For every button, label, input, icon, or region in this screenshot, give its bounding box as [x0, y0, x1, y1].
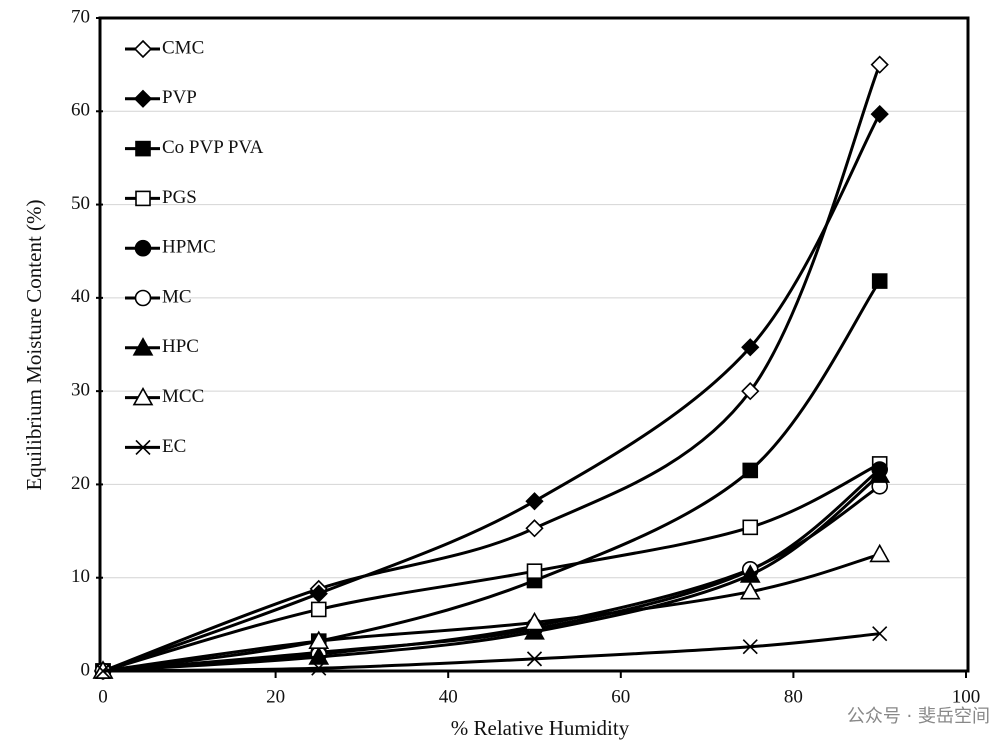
data-point: [311, 660, 327, 676]
x-tick-label: 60: [611, 686, 630, 707]
legend-label: HPMC: [162, 237, 216, 258]
data-point: [739, 581, 761, 600]
x-tick-label: 0: [98, 686, 108, 707]
data-point: [741, 382, 760, 401]
data-point: [309, 584, 328, 603]
data-point: [308, 630, 330, 649]
data-point: [870, 55, 889, 74]
y-axis-title: Equilibrium Moisture Content (%): [22, 199, 46, 490]
y-tick-label: 60: [71, 100, 90, 121]
series-line: [102, 473, 881, 673]
legend-marker: [134, 239, 152, 257]
legend-label: MCC: [162, 386, 204, 407]
legend-marker: [133, 39, 153, 59]
data-point: [742, 519, 759, 536]
y-tick-label: 70: [71, 6, 90, 27]
data-point: [742, 639, 758, 655]
series-line: [102, 632, 880, 673]
legend-label: PVP: [162, 87, 197, 108]
data-point: [524, 611, 545, 631]
series-line: [102, 468, 881, 673]
legend-label: PGS: [162, 187, 197, 208]
legend-marker: [133, 89, 153, 108]
x-tick-label: 100: [952, 686, 981, 707]
data-point: [526, 563, 543, 579]
series-line: [102, 552, 881, 673]
legend-label: MC: [162, 286, 192, 307]
legend-marker: [135, 439, 151, 455]
legend-label: EC: [162, 436, 186, 457]
y-tick-label: 50: [71, 193, 90, 214]
data-point: [871, 273, 888, 289]
legend-marker: [132, 386, 154, 406]
data-point: [526, 651, 543, 667]
data-point: [742, 462, 759, 479]
data-point: [870, 104, 889, 124]
legend-marker: [132, 337, 154, 356]
data-point: [308, 646, 330, 665]
legend-label: HPC: [162, 336, 199, 357]
data-point: [869, 543, 891, 563]
data-point: [741, 338, 760, 357]
data-point: [310, 601, 327, 618]
legend-marker: [135, 140, 151, 157]
y-tick-label: 10: [71, 566, 90, 587]
data-point: [95, 663, 111, 679]
legend-marker: [135, 190, 151, 207]
legend-label: CMC: [162, 37, 204, 58]
x-tick-label: 40: [439, 686, 458, 707]
data-point: [525, 492, 544, 511]
series-line: [102, 280, 881, 673]
y-tick-label: 40: [71, 286, 90, 307]
y-tick-label: 30: [71, 380, 90, 401]
legend-marker: [134, 289, 152, 307]
legend-label: Co PVP PVA: [162, 137, 264, 158]
data-point: [872, 626, 888, 642]
x-tick-label: 20: [266, 686, 285, 707]
x-axis-title: % Relative Humidity: [451, 716, 630, 740]
series-line: [102, 64, 882, 673]
plot-frame: [98, 16, 970, 673]
y-tick-label: 20: [71, 473, 90, 494]
x-tick-label: 80: [784, 686, 803, 707]
data-point: [524, 621, 545, 640]
data-point: [869, 464, 891, 483]
data-point: [525, 519, 544, 538]
y-tick-label: 0: [81, 659, 91, 680]
watermark: 公众号 · 斐岳空间: [847, 706, 990, 727]
